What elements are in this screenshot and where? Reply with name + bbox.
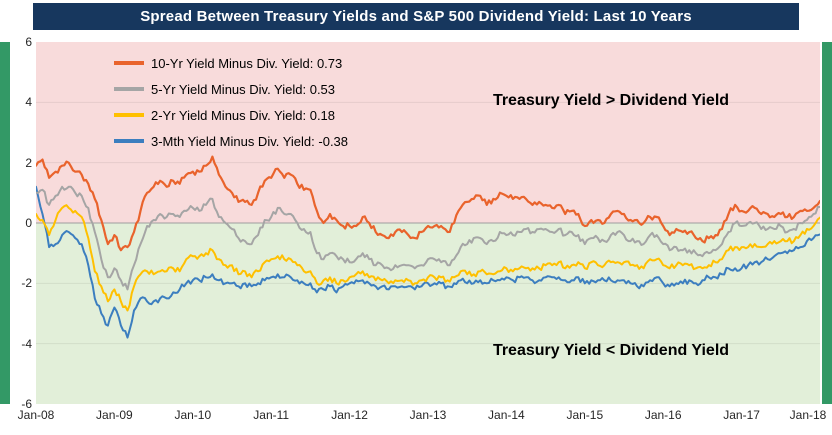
x-tick-label: Jan-16 <box>644 408 682 422</box>
series-line-5yr <box>36 185 820 291</box>
x-tick-label: Jan-10 <box>174 408 212 422</box>
y-tick-label: -6 <box>21 397 32 411</box>
x-tick-label: Jan-11 <box>253 408 290 422</box>
legend-item-2yr: 2-Yr Yield Minus Div. Yield: 0.18 <box>114 102 348 128</box>
y-tick-label: 0 <box>25 216 32 230</box>
y-tick-label: 2 <box>25 155 32 170</box>
legend-swatch-10yr <box>114 61 144 65</box>
y-tick-label: 4 <box>25 95 32 110</box>
x-tick-label: Jan-15 <box>566 408 604 422</box>
y-tick-label: 6 <box>25 35 32 49</box>
legend-swatch-3mth <box>114 139 144 143</box>
y-axis-labels: 6 4 2 0 -2 -4 -6 <box>10 35 34 411</box>
legend-label-3mth: 3-Mth Yield Minus Div. Yield: -0.38 <box>151 133 349 149</box>
region-above-zero <box>36 42 820 223</box>
left-border-strip <box>0 42 10 404</box>
region-below-zero <box>36 223 820 404</box>
legend-swatch-5yr <box>114 87 144 91</box>
series-line-2yr <box>36 204 820 312</box>
x-tick-label: Jan-17 <box>723 408 760 422</box>
annotation-below-zero: Treasury Yield < Dividend Yield <box>492 342 730 359</box>
legend-item-5yr: 5-Yr Yield Minus Div. Yield: 0.53 <box>114 76 348 102</box>
legend: 10-Yr Yield Minus Div. Yield: 0.73 5-Yr … <box>114 50 348 154</box>
annotation-above-zero: Treasury Yield > Dividend Yield <box>492 92 730 109</box>
legend-label-2yr: 2-Yr Yield Minus Div. Yield: 0.18 <box>151 107 336 123</box>
x-tick-label: Jan-09 <box>96 408 133 422</box>
legend-item-3mth: 3-Mth Yield Minus Div. Yield: -0.38 <box>114 128 348 154</box>
legend-label-5yr: 5-Yr Yield Minus Div. Yield: 0.53 <box>151 81 336 97</box>
plot-canvas <box>36 42 820 404</box>
series-line-3mth <box>36 185 820 339</box>
x-tick-label: Jan-18 <box>789 408 827 422</box>
x-axis-labels: Jan-08 Jan-09 Jan-10 Jan-11 Jan-12 Jan-13 Jan-… <box>0 408 832 428</box>
plot-area: 10-Yr Yield Minus Div. Yield: 0.73 5-Yr … <box>36 42 820 404</box>
legend-swatch-2yr <box>114 113 144 117</box>
x-tick-label: Jan-13 <box>409 408 447 422</box>
x-tick-label: Jan-08 <box>17 408 55 422</box>
right-border-strip <box>822 42 832 404</box>
legend-label-10yr: 10-Yr Yield Minus Div. Yield: 0.73 <box>151 55 343 71</box>
y-tick-label: -4 <box>21 336 32 351</box>
chart-title: Spread Between Treasury Yields and S&P 5… <box>33 3 799 30</box>
series-line-10yr <box>36 155 820 252</box>
legend-item-10yr: 10-Yr Yield Minus Div. Yield: 0.73 <box>114 50 348 76</box>
x-tick-label: Jan-12 <box>331 408 368 422</box>
x-tick-label: Jan-14 <box>488 408 525 422</box>
y-tick-label: -2 <box>21 276 32 291</box>
